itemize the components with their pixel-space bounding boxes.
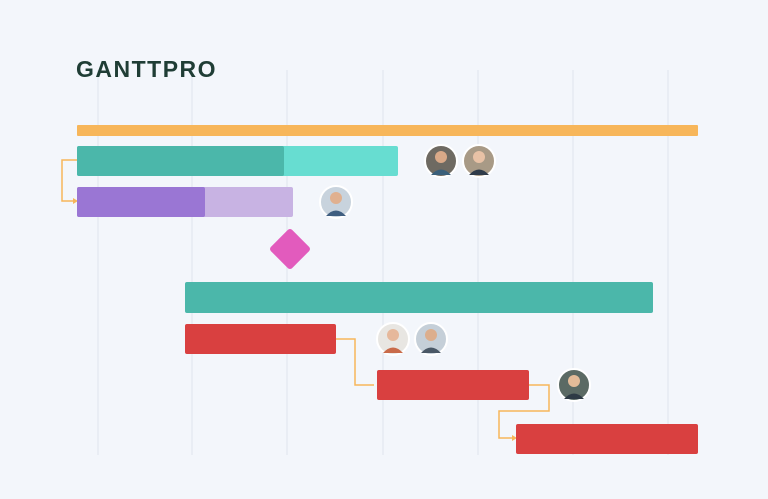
logo: GANTTPRO xyxy=(76,56,217,82)
avatar xyxy=(462,144,496,178)
dependency-line xyxy=(498,384,550,439)
arrow xyxy=(73,198,78,204)
project-bar xyxy=(77,125,698,136)
avatar xyxy=(557,368,591,402)
avatar xyxy=(424,144,458,178)
avatars xyxy=(319,144,591,402)
avatar xyxy=(319,185,353,219)
task-progress xyxy=(77,187,205,217)
milestone xyxy=(270,229,310,269)
task-bar xyxy=(185,282,653,313)
avatar xyxy=(376,322,410,356)
dependency-line xyxy=(61,159,77,202)
task-progress xyxy=(77,146,284,176)
task-bar xyxy=(377,370,529,400)
avatar xyxy=(414,322,448,356)
task-bar xyxy=(185,324,336,354)
dependency-line xyxy=(336,338,374,386)
task-bar xyxy=(516,424,698,454)
arrow xyxy=(512,435,517,441)
